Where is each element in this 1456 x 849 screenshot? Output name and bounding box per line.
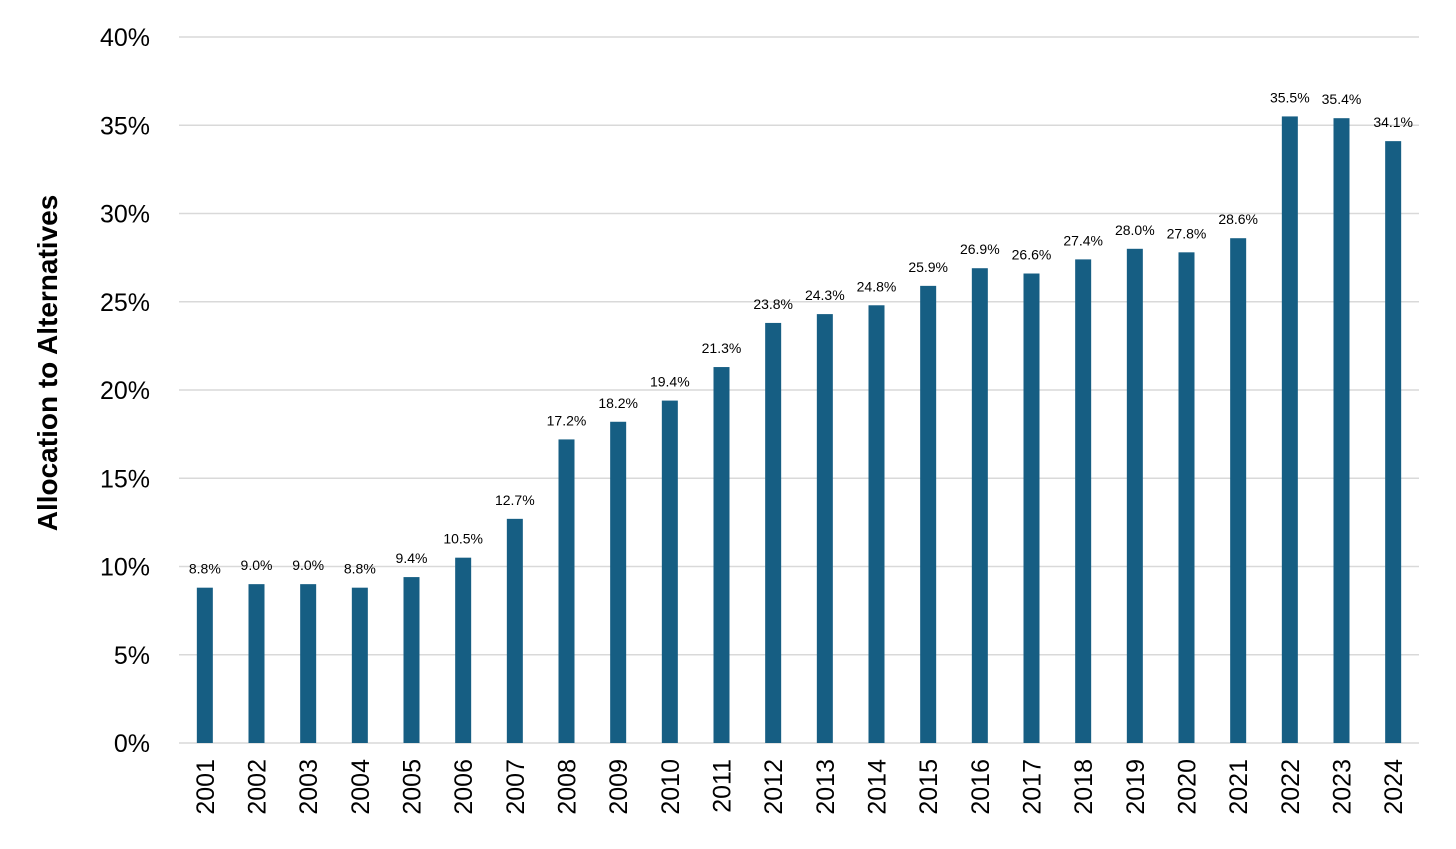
- y-axis-title: Allocation to Alternatives: [32, 195, 63, 532]
- data-label-2013: 24.3%: [805, 287, 845, 303]
- x-tick-label-2022: 2022: [1277, 759, 1305, 815]
- data-labels: 8.8% 9.0% 9.0% 8.8% 9.4% 10.5% 12.7% 17.2% 18.2%…: [189, 89, 1413, 576]
- bar-2018: [1075, 259, 1092, 743]
- data-label-2019: 28.0%: [1115, 222, 1155, 238]
- y-tick-label: 35%: [100, 112, 150, 140]
- x-tick-label-2017: 2017: [1019, 759, 1047, 815]
- x-tick-label-2018: 2018: [1070, 759, 1098, 815]
- bar-2005: [403, 577, 420, 743]
- data-label-2004: 8.8%: [344, 561, 376, 577]
- y-tick-label: 40%: [100, 24, 150, 52]
- x-axis-ticks: 2001 2002 2003 2004 2005 2006 2007 2008 2009 2010…: [192, 759, 1408, 815]
- y-axis-ticks: 0% 5% 10% 15% 20% 25% 30% 35% 40%: [100, 24, 150, 758]
- x-tick-label-2020: 2020: [1174, 759, 1202, 815]
- x-tick-label-2019: 2019: [1122, 759, 1150, 815]
- x-tick-label-2011: 2011: [709, 759, 737, 813]
- data-label-2001: 8.8%: [189, 561, 221, 577]
- x-tick-label-2013: 2013: [812, 759, 840, 815]
- y-tick-label: 15%: [100, 465, 150, 493]
- x-tick-label-2016: 2016: [967, 759, 995, 815]
- bar-2001: [196, 587, 213, 743]
- bar-2013: [816, 314, 833, 743]
- bar-2011: [713, 367, 730, 743]
- x-tick-label-2001: 2001: [192, 759, 220, 815]
- data-label-2005: 9.4%: [396, 550, 428, 566]
- data-label-2014: 24.8%: [857, 278, 897, 294]
- x-tick-label-2002: 2002: [244, 759, 272, 815]
- x-tick-label-2010: 2010: [657, 759, 685, 815]
- data-label-2006: 10.5%: [443, 531, 483, 547]
- x-tick-label-2009: 2009: [605, 759, 633, 815]
- y-tick-label: 0%: [114, 730, 150, 758]
- data-label-2009: 18.2%: [598, 395, 638, 411]
- data-label-2002: 9.0%: [241, 557, 273, 573]
- data-label-2003: 9.0%: [292, 557, 324, 573]
- bar-2010: [661, 400, 678, 743]
- x-tick-label-2012: 2012: [760, 759, 788, 815]
- y-tick-label: 20%: [100, 377, 150, 405]
- bar-2003: [300, 584, 317, 743]
- bar-2021: [1230, 238, 1247, 743]
- x-tick-label-2015: 2015: [915, 759, 943, 815]
- x-tick-label-2004: 2004: [347, 759, 375, 815]
- x-tick-label-2006: 2006: [450, 759, 478, 815]
- bar-2019: [1126, 248, 1143, 744]
- data-label-2018: 27.4%: [1063, 232, 1103, 248]
- x-tick-label-2024: 2024: [1380, 759, 1408, 815]
- x-tick-label-2014: 2014: [864, 759, 892, 815]
- bar-2016: [971, 268, 988, 743]
- bar-2007: [506, 518, 523, 743]
- y-tick-label: 10%: [100, 554, 150, 582]
- x-tick-label-2005: 2005: [399, 759, 427, 815]
- bar-2014: [868, 305, 885, 743]
- bar-2012: [765, 322, 782, 743]
- bar-2006: [455, 557, 472, 743]
- y-tick-label: 5%: [114, 642, 150, 670]
- data-label-2007: 12.7%: [495, 492, 535, 508]
- y-tick-label: 25%: [100, 289, 150, 317]
- data-label-2011: 21.3%: [702, 340, 742, 356]
- data-label-2015: 25.9%: [908, 259, 948, 275]
- x-tick-label-2007: 2007: [502, 759, 530, 815]
- y-tick-label: 30%: [100, 201, 150, 229]
- bar-2022: [1281, 116, 1298, 744]
- data-label-2012: 23.8%: [753, 296, 793, 312]
- data-label-2023: 35.4%: [1322, 91, 1362, 107]
- data-label-2008: 17.2%: [547, 412, 587, 428]
- bar-2015: [920, 285, 937, 743]
- data-label-2017: 26.6%: [1012, 247, 1052, 263]
- bar-2024: [1385, 141, 1402, 743]
- bar-2002: [248, 584, 265, 743]
- x-tick-label-2003: 2003: [295, 759, 323, 815]
- bar-2020: [1178, 252, 1195, 743]
- x-tick-label-2021: 2021: [1225, 759, 1253, 815]
- x-tick-label-2008: 2008: [554, 759, 582, 815]
- data-label-2020: 27.8%: [1167, 225, 1207, 241]
- bar-2009: [610, 421, 627, 743]
- bar-2023: [1333, 118, 1350, 743]
- data-label-2010: 19.4%: [650, 374, 690, 390]
- data-label-2022: 35.5%: [1270, 89, 1310, 105]
- data-label-2021: 28.6%: [1218, 211, 1258, 227]
- bar-2004: [351, 587, 368, 743]
- x-tick-label-2023: 2023: [1329, 759, 1357, 815]
- data-label-2016: 26.9%: [960, 241, 1000, 257]
- data-label-2024: 34.1%: [1373, 114, 1413, 130]
- gridlines: [179, 36, 1419, 744]
- bars: [196, 116, 1402, 744]
- bar-2008: [558, 439, 575, 743]
- bar-2017: [1023, 273, 1040, 743]
